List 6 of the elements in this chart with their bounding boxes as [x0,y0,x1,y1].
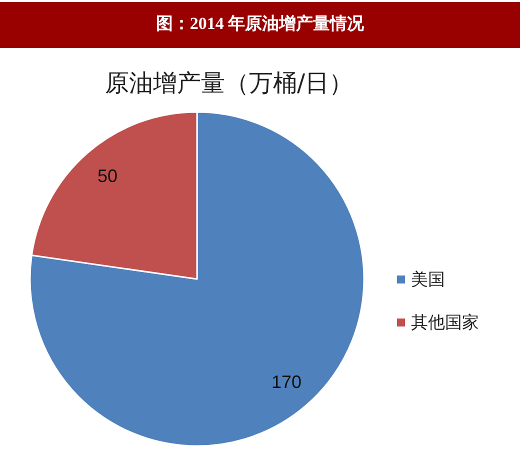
chart-subtitle: 原油增产量（万桶/日） [105,69,354,97]
data-label: 170 [271,372,302,392]
legend-label: 其他国家 [411,313,479,332]
chart-title: 图：2014 年原油增产量情况 [0,2,520,48]
data-label: 50 [98,166,118,186]
legend-label: 美国 [411,270,445,289]
